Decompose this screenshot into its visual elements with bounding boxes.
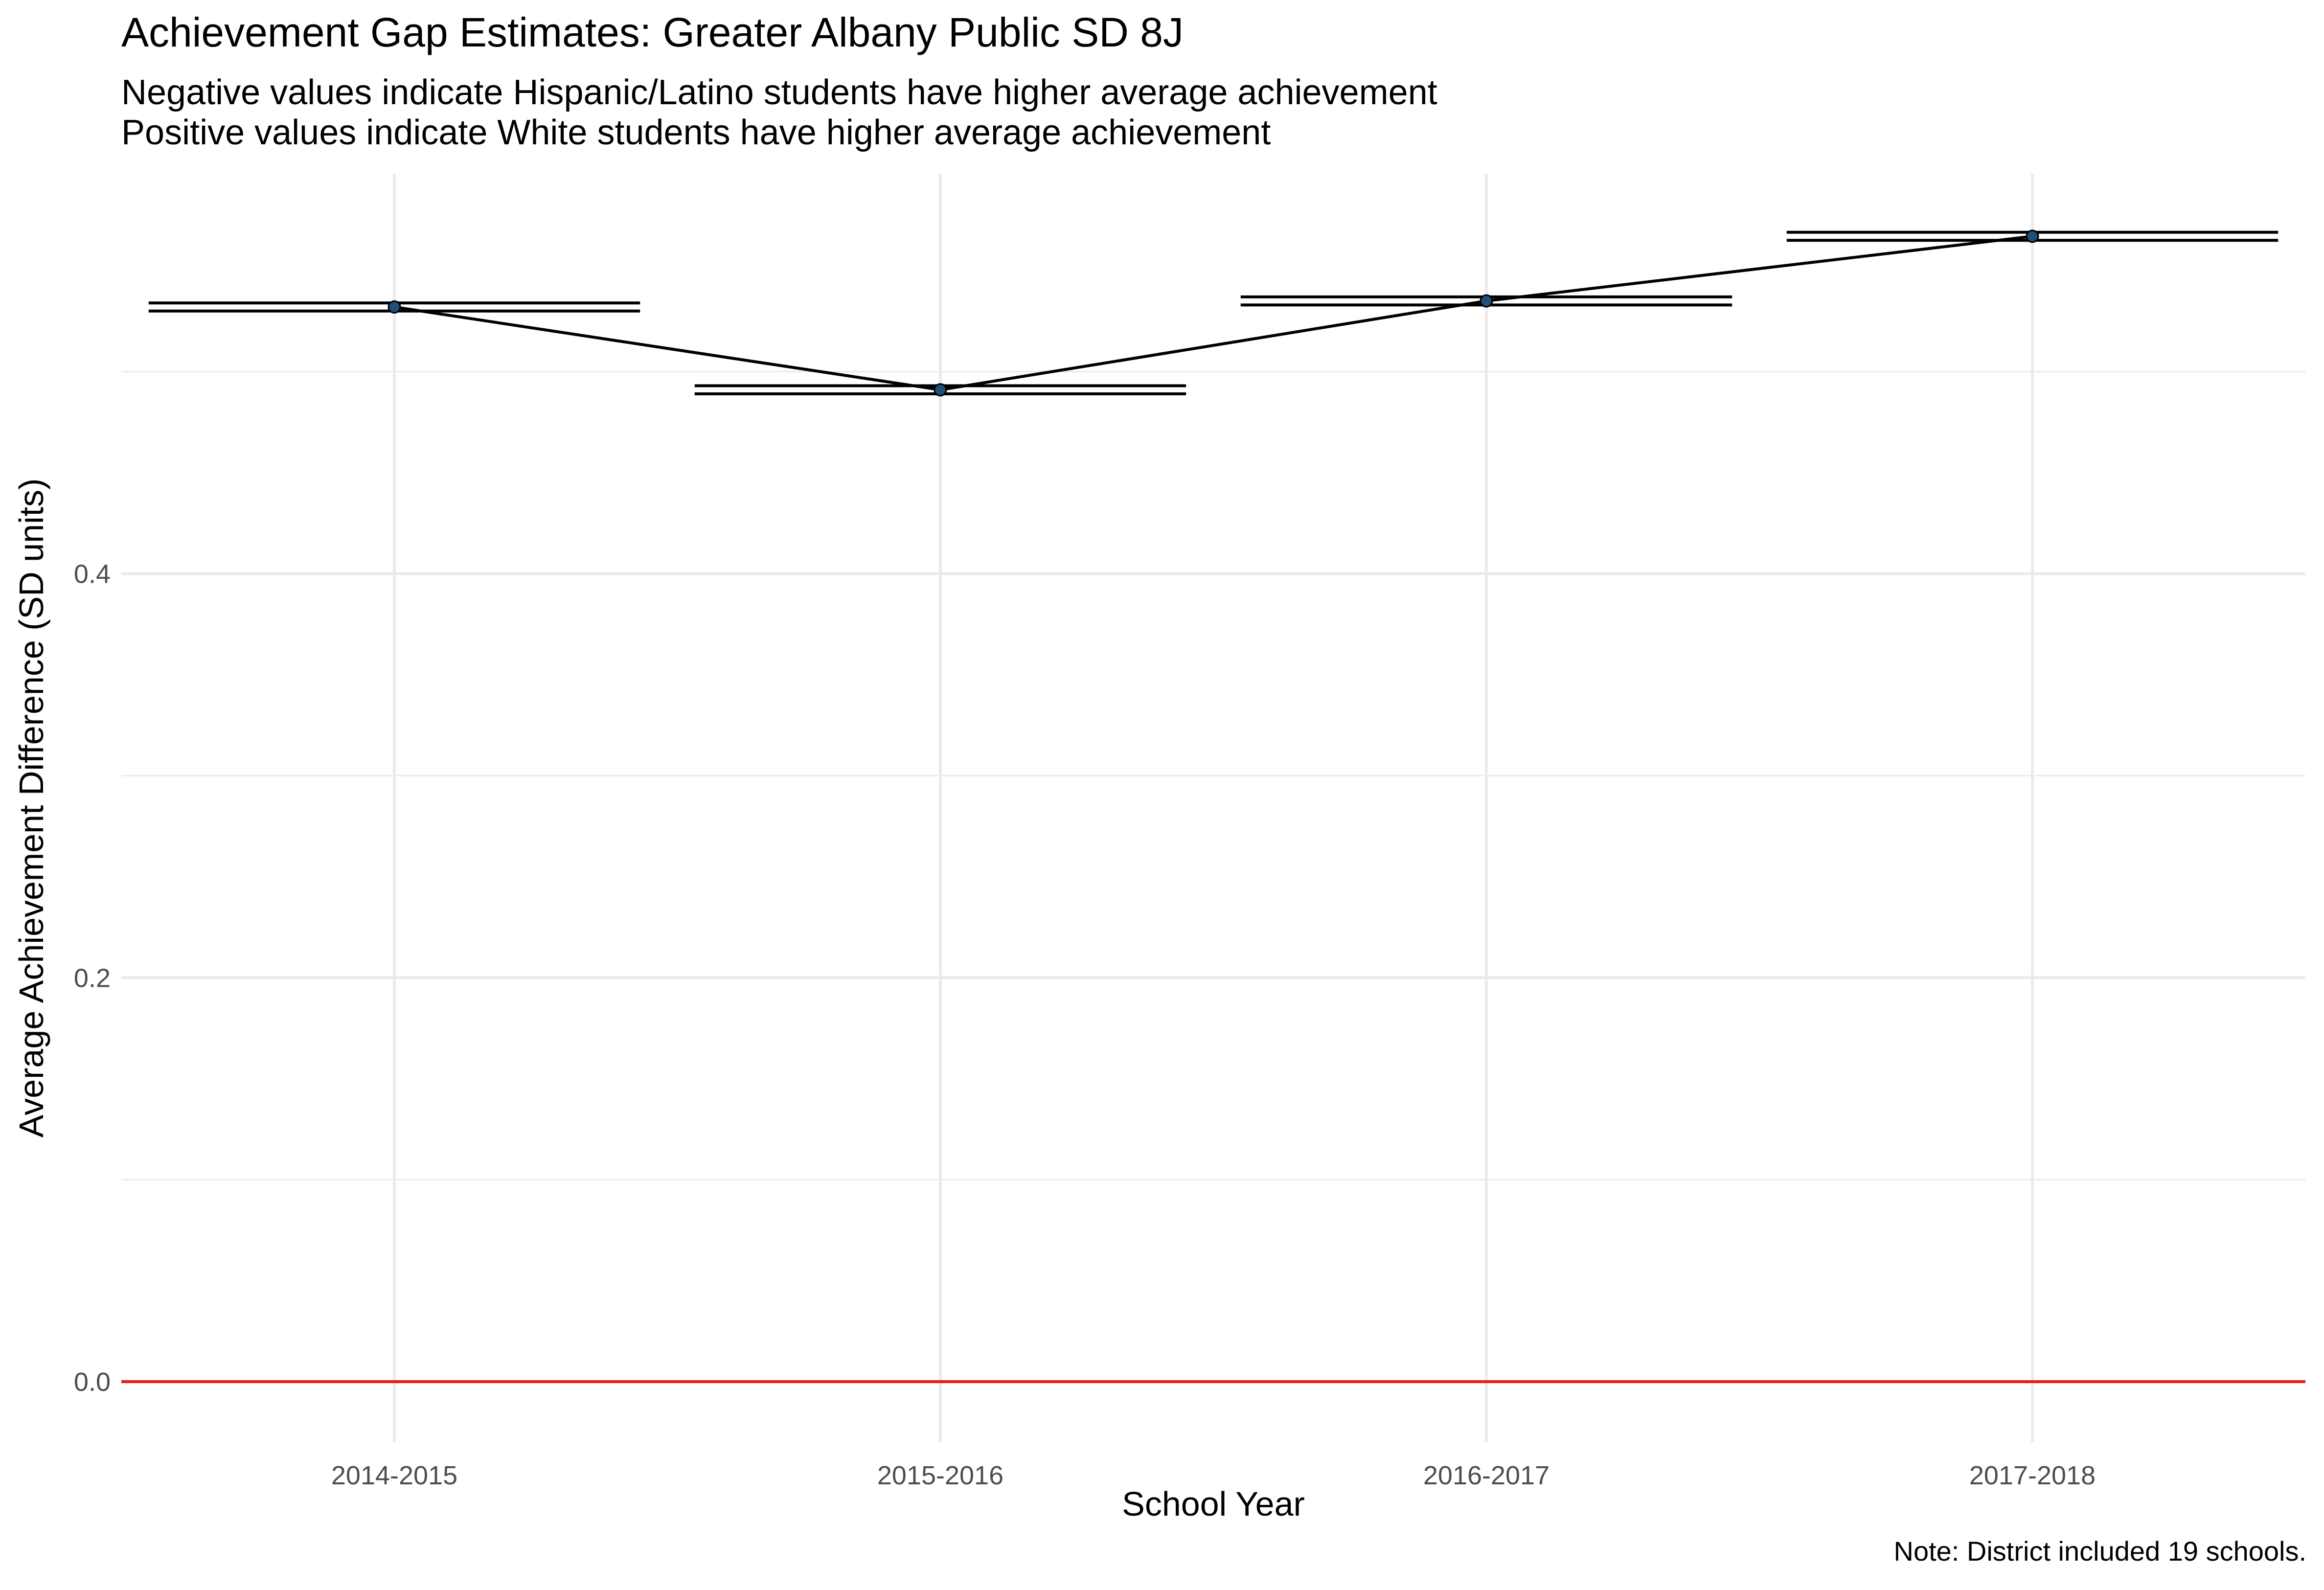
y-tick-label: 0.0 bbox=[74, 1367, 111, 1397]
x-axis-title: School Year bbox=[1122, 1485, 1305, 1523]
series-layer bbox=[148, 229, 2278, 397]
x-tick-label: 2016-2017 bbox=[1423, 1461, 1549, 1490]
grid-lines bbox=[121, 174, 2305, 1442]
series-line bbox=[394, 235, 2033, 391]
chart-title: Achievement Gap Estimates: Greater Alban… bbox=[121, 9, 1184, 55]
tick-labels: 0.0 0.2 0.4 2014-2015 2015-2016 2016-2017 2017… bbox=[74, 560, 2096, 1490]
y-axis-title: Average Achievement Difference (SD units… bbox=[12, 478, 50, 1138]
x-tick-label: 2015-2016 bbox=[877, 1461, 1003, 1490]
chart-subtitle: Negative values indicate Hispanic/Latino… bbox=[121, 72, 1437, 153]
y-tick-label: 0.2 bbox=[74, 963, 111, 993]
subtitle-line-1: Negative values indicate Hispanic/Latino… bbox=[121, 73, 1437, 112]
data-point bbox=[2026, 229, 2039, 243]
x-tick-label: 2017-2018 bbox=[1969, 1461, 2096, 1490]
data-point bbox=[1480, 294, 1493, 308]
chart-caption: Note: District included 19 schools. bbox=[1893, 1536, 2307, 1567]
data-point bbox=[387, 300, 401, 314]
x-tick-label: 2014-2015 bbox=[331, 1461, 457, 1490]
y-tick-label: 0.4 bbox=[74, 560, 111, 589]
data-point bbox=[934, 383, 947, 397]
subtitle-line-2: Positive values indicate White students … bbox=[121, 113, 1271, 152]
